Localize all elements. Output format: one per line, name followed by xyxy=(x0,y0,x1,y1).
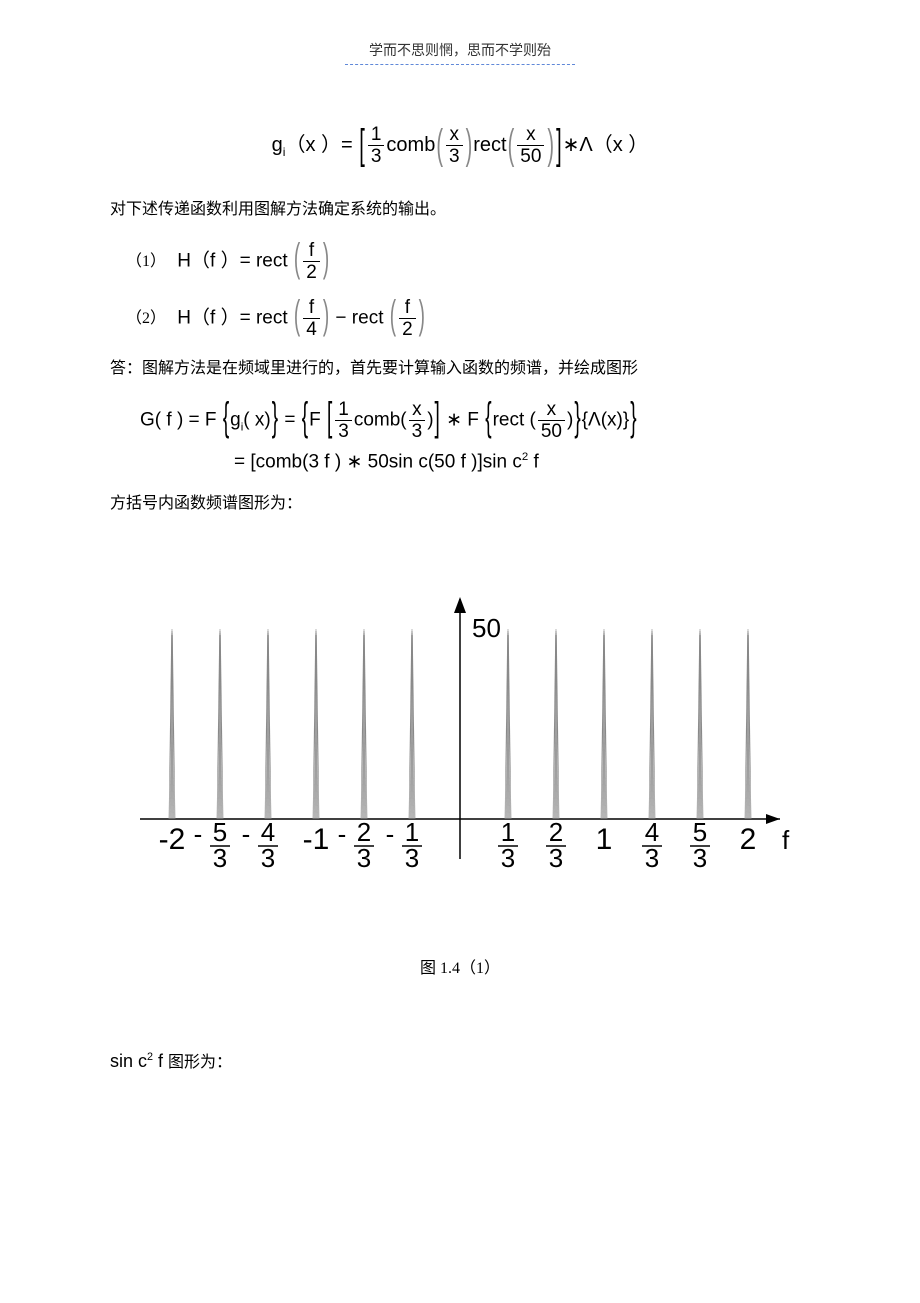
frac-x-3: x3 xyxy=(446,125,463,166)
spectrum-chart: 50f-2-53-43-1-23-131323143532 xyxy=(110,549,810,914)
eqG-combclose: ) xyxy=(427,409,433,430)
spectrum-svg: 50f-2-53-43-1-23-131323143532 xyxy=(120,549,800,909)
item1-H: H（f ）= rect xyxy=(177,250,287,271)
rbrace-icon: } xyxy=(272,396,278,444)
page-header-motto: 学而不思则惘，思而不学则殆 xyxy=(110,40,810,60)
item1-number: （1） xyxy=(126,253,166,270)
eqG-F1: F xyxy=(309,409,326,430)
rbrace-icon: } xyxy=(574,396,580,444)
svg-text:3: 3 xyxy=(645,843,659,873)
svg-text:1: 1 xyxy=(596,823,613,856)
frac-f-2: f2 xyxy=(303,241,320,282)
eqG-line2-tail: f xyxy=(528,451,539,472)
eqG-eq: = xyxy=(279,409,301,430)
svg-text:-2: -2 xyxy=(159,823,186,856)
eqG-pre: G( f ) = F xyxy=(140,409,222,430)
gi-g: g xyxy=(272,134,283,156)
header-underline xyxy=(345,64,575,65)
paragraph-1: 对下述传递函数利用图解方法确定系统的输出。 xyxy=(110,196,810,225)
svg-text:2: 2 xyxy=(740,823,757,856)
frac-x-50: x50 xyxy=(517,125,544,166)
item2-H1: H（f ）= rect xyxy=(177,307,287,328)
svg-text:3: 3 xyxy=(261,843,275,873)
rparen-icon: ) xyxy=(547,120,554,170)
frac-1-3b: 13 xyxy=(335,400,352,441)
equation-H2: （2） H（f ）= rect (f4) − rect (f2) xyxy=(126,298,810,339)
figure-caption: 图 1.4（1） xyxy=(110,954,810,978)
svg-text:-: - xyxy=(338,819,347,849)
paragraph-2: 答：图解方法是在频域里进行的，首先要计算输入函数的频谱，并绘成图形 xyxy=(110,355,810,384)
lparen-icon: ( xyxy=(294,294,300,342)
sinc2-line: sin c2 f 图形为： xyxy=(110,1048,810,1072)
tri-arg: x xyxy=(613,134,623,156)
frac-1-3: 13 xyxy=(368,125,385,166)
svg-text:3: 3 xyxy=(405,843,419,873)
svg-text:3: 3 xyxy=(693,843,707,873)
svg-text:-: - xyxy=(386,819,395,849)
eqG-tri: {Λ(x)} xyxy=(582,409,630,430)
svg-text:-: - xyxy=(242,819,251,849)
eqG-g: g xyxy=(230,409,241,430)
sinc-pre: sin c xyxy=(110,1051,147,1071)
svg-text:f: f xyxy=(782,825,790,855)
frac-f-4: f4 xyxy=(303,298,320,339)
svg-text:3: 3 xyxy=(501,843,515,873)
conv-symbol: ∗ xyxy=(563,134,580,156)
lbrace-icon: { xyxy=(485,396,491,444)
eqG-line2-main: = [comb(3 f ) ∗ 50sin c(50 f )]sin c xyxy=(234,451,522,472)
eq-G-line1: G( f ) = F {gi( x)} = {F [13comb(x3)] ∗ … xyxy=(140,400,638,441)
lbrace-icon: { xyxy=(302,396,308,444)
lparen-icon: ( xyxy=(508,120,515,170)
gi-sub: i xyxy=(283,145,286,159)
rparen-icon: ) xyxy=(466,120,473,170)
rect-label: rect xyxy=(473,134,506,156)
svg-text:3: 3 xyxy=(549,843,563,873)
svg-text:3: 3 xyxy=(213,843,227,873)
sinc-tail: 图形为： xyxy=(168,1054,232,1071)
frac-x-50b: x50 xyxy=(538,400,565,441)
rbracket-icon: ] xyxy=(556,120,562,170)
eq-G-multiline: G( f ) = F {gi( x)} = {F [13comb(x3)] ∗ … xyxy=(140,400,638,474)
eqG-garg: ( x) xyxy=(243,409,270,430)
svg-text:-1: -1 xyxy=(303,823,330,856)
svg-text:-: - xyxy=(194,819,203,849)
page: 学而不思则惘，思而不学则殆 gi（x ）= [13comb(x3)rect(x5… xyxy=(0,0,920,1132)
frac-f-2b: f2 xyxy=(399,298,416,339)
rparen-icon: ) xyxy=(323,294,329,342)
comb-label: comb xyxy=(386,134,435,156)
sinc-mid: f xyxy=(153,1051,168,1071)
rparen-icon: ) xyxy=(323,237,329,285)
equation-H1: （1） H（f ）= rect (f2) xyxy=(126,241,810,282)
eqG-comb: comb( xyxy=(354,409,407,430)
eqG-conv: ∗ F xyxy=(441,409,484,430)
frac-x-3b: x3 xyxy=(409,400,426,441)
svg-text:3: 3 xyxy=(357,843,371,873)
lbrace-icon: { xyxy=(223,396,229,444)
item2-minus: − rect xyxy=(335,307,383,328)
eq-G-line2: = [comb(3 f ) ∗ 50sin c(50 f )]sin c2 f xyxy=(140,451,638,474)
lbracket-icon: [ xyxy=(327,396,332,444)
tri-symbol: Λ xyxy=(579,134,592,156)
rbracket-icon: ] xyxy=(435,396,440,444)
svg-text:50: 50 xyxy=(472,613,501,643)
paragraph-3: 方括号内函数频谱图形为： xyxy=(110,490,810,519)
rbrace-icon: } xyxy=(630,396,636,444)
eqG-rect: rect ( xyxy=(493,409,536,430)
rparen-icon: ) xyxy=(419,294,425,342)
lparen-icon: ( xyxy=(390,294,396,342)
equation-gi: gi（x ）= [13comb(x3)rect(x50)]∗Λ（x ） xyxy=(110,125,810,166)
eq-gi-lhs: gi（x ）= xyxy=(272,134,359,156)
eqG-rectclose: ) xyxy=(567,409,573,430)
item2-number: （2） xyxy=(126,310,166,327)
equation-G: G( f ) = F {gi( x)} = {F [13comb(x3)] ∗ … xyxy=(140,400,810,474)
lparen-icon: ( xyxy=(294,237,300,285)
lbracket-icon: [ xyxy=(359,120,365,170)
lparen-icon: ( xyxy=(436,120,443,170)
